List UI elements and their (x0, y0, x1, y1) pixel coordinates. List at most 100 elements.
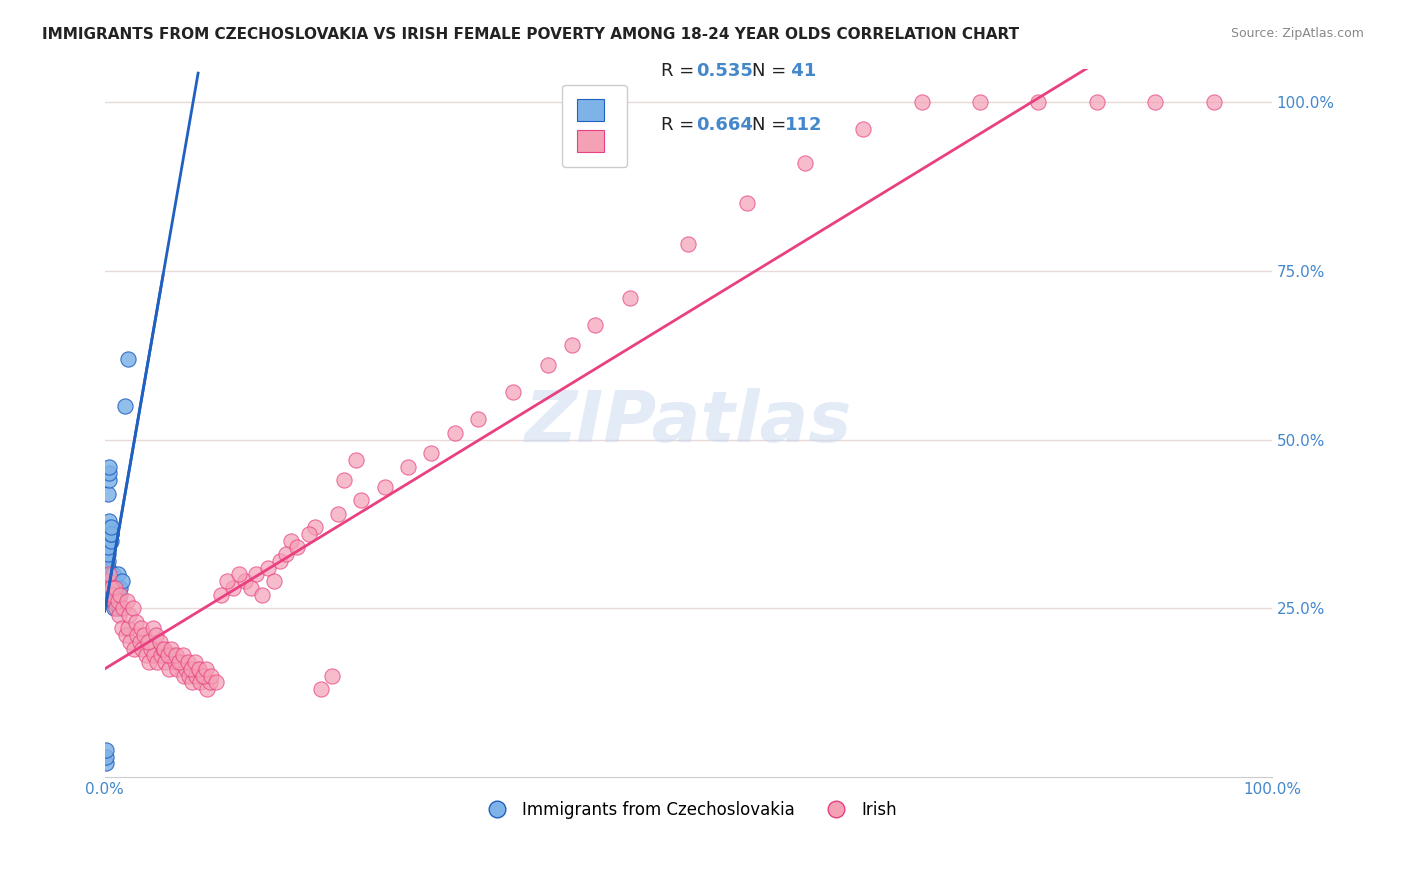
Point (127, 628, 149, 642)
Point (187, 662, 209, 676)
Point (148, 635, 170, 649)
Point (209, 588, 232, 602)
Point (107, 594, 129, 608)
Point (104, 588, 127, 602)
Point (135, 648, 157, 663)
Point (217, 574, 239, 589)
Point (190, 675, 212, 690)
Point (222, 581, 245, 595)
Point (101, 581, 124, 595)
Point (350, 493, 373, 508)
Point (156, 648, 179, 663)
Point (96, 581, 118, 595)
Point (98, 473, 121, 487)
Point (131, 641, 153, 656)
Point (97, 560, 120, 574)
Point (200, 668, 222, 682)
Point (100, 588, 122, 602)
Point (94, 588, 117, 602)
Text: 0.535: 0.535 (696, 62, 752, 80)
Point (100, 594, 122, 608)
Point (298, 527, 321, 541)
Point (108, 581, 131, 595)
Point (239, 581, 262, 595)
Point (280, 533, 302, 548)
Text: R =: R = (661, 62, 700, 80)
Point (583, 318, 606, 332)
Point (852, 122, 875, 136)
Point (184, 668, 207, 682)
Point (111, 574, 134, 589)
Point (128, 635, 150, 649)
Point (619, 291, 641, 305)
Point (103, 588, 125, 602)
Point (112, 601, 135, 615)
Point (274, 547, 297, 561)
Point (105, 581, 128, 595)
Point (181, 675, 204, 690)
Point (969, 95, 991, 110)
Point (228, 567, 250, 582)
Point (94, 749, 117, 764)
Point (101, 588, 124, 602)
Point (107, 588, 129, 602)
Point (304, 520, 326, 534)
Point (96, 567, 118, 582)
Legend: Immigrants from Czechoslovakia, Irish: Immigrants from Czechoslovakia, Irish (474, 794, 903, 825)
Text: Source: ZipAtlas.com: Source: ZipAtlas.com (1230, 27, 1364, 40)
Point (108, 588, 131, 602)
Point (115, 594, 138, 608)
Point (121, 601, 143, 615)
Point (163, 655, 186, 669)
Point (101, 574, 124, 589)
Point (118, 607, 141, 622)
Point (103, 594, 125, 608)
Point (396, 459, 419, 474)
Point (374, 480, 396, 494)
Point (114, 628, 136, 642)
Point (678, 236, 700, 251)
Point (166, 662, 188, 676)
Point (326, 507, 349, 521)
Point (1085, 95, 1108, 110)
Point (233, 574, 256, 589)
Point (105, 594, 128, 608)
Point (100, 527, 122, 541)
Point (309, 682, 332, 697)
Point (134, 628, 156, 642)
Point (103, 601, 125, 615)
Point (911, 95, 934, 110)
Point (193, 668, 215, 682)
Point (444, 425, 467, 440)
Point (98, 467, 121, 481)
Point (537, 359, 560, 373)
Point (100, 581, 122, 595)
Point (104, 574, 127, 589)
Point (172, 648, 194, 663)
Point (198, 675, 221, 690)
Point (120, 635, 142, 649)
Point (263, 574, 285, 589)
Point (114, 399, 136, 413)
Point (100, 581, 122, 595)
Text: 112: 112 (785, 116, 823, 134)
Point (344, 452, 367, 467)
Point (129, 622, 152, 636)
Point (96, 581, 118, 595)
Point (107, 601, 129, 615)
Point (97, 560, 120, 574)
Point (794, 156, 817, 170)
Point (107, 567, 129, 582)
Point (107, 607, 129, 622)
Point (141, 641, 163, 656)
Point (97, 486, 120, 500)
Point (100, 581, 122, 595)
Point (1144, 95, 1167, 110)
Point (502, 385, 524, 400)
Point (165, 648, 187, 663)
Point (97, 547, 120, 561)
Point (138, 655, 160, 669)
Point (122, 641, 145, 656)
Point (561, 338, 583, 352)
Point (98, 459, 121, 474)
